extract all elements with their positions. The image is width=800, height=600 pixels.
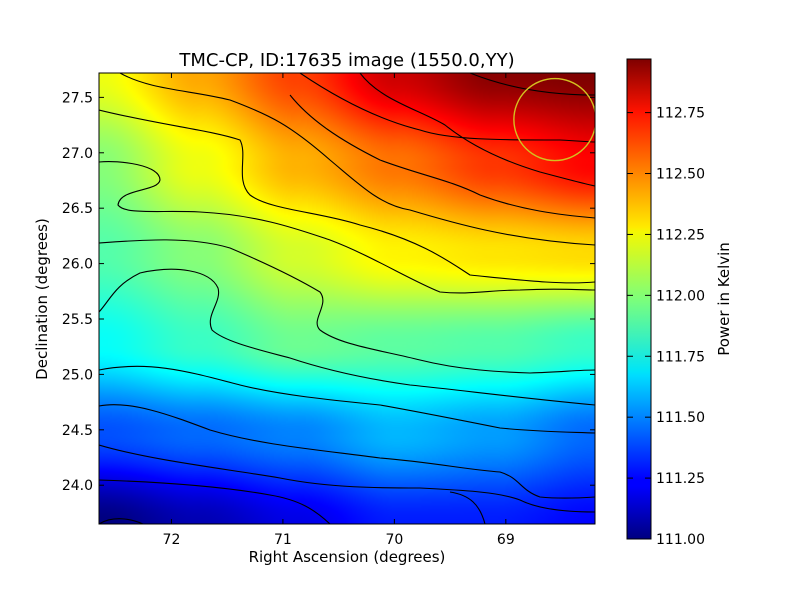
y-tick-label: 25.0 — [62, 367, 93, 383]
colorbar-gradient — [626, 58, 652, 540]
colorbar-tick-label: 111.50 — [656, 410, 705, 426]
marker-circle — [513, 77, 595, 162]
y-tick-label: 25.5 — [62, 312, 93, 328]
colorbar-tick-label: 112.00 — [656, 288, 705, 304]
x-tick-label: 70 — [385, 532, 403, 548]
chart-title: TMC-CP, ID:17635 image (1550.0,YY) — [178, 50, 514, 71]
y-tick-label: 26.0 — [62, 257, 93, 273]
y-tick-label: 27.5 — [62, 90, 93, 106]
y-tick-label: 24.0 — [62, 478, 93, 494]
x-axis: 72 71 70 69 — [163, 73, 515, 548]
contour-line — [99, 404, 595, 499]
colorbar-tick-label: 112.75 — [656, 106, 705, 122]
contour-line — [99, 161, 595, 294]
y-tick-label: 26.5 — [62, 201, 93, 217]
x-tick-label: 72 — [163, 532, 181, 548]
x-tick-label: 69 — [497, 532, 515, 548]
contour-line — [99, 518, 144, 524]
y-axis: 24.0 24.5 25.0 25.5 26.0 26.5 27.0 27.5 — [62, 90, 595, 494]
colorbar-ticks: 111.00 111.25 111.50 111.75 112.00 112.25 112.… — [627, 106, 705, 548]
y-tick-label: 27.0 — [62, 146, 93, 162]
colorbar-tick-label: 112.25 — [656, 227, 705, 243]
contour-line — [99, 109, 595, 284]
contour-line — [299, 73, 595, 143]
colorbar-tick-label: 111.25 — [656, 471, 705, 487]
contour-line — [99, 365, 595, 434]
y-tick-label: 24.5 — [62, 423, 93, 439]
x-axis-label: Right Ascension (degrees) — [249, 548, 446, 566]
contour-line — [119, 73, 595, 246]
contour-line — [469, 73, 595, 96]
contour-line — [99, 444, 595, 513]
y-axis-label: Declination (degrees) — [33, 218, 51, 380]
colorbar-tick-label: 111.75 — [656, 349, 705, 365]
contour-line — [99, 239, 595, 374]
x-tick-label: 71 — [274, 532, 292, 548]
heatmap-panel — [98, 72, 596, 525]
plot-frame — [98, 72, 596, 525]
contour-line — [99, 479, 331, 524]
contour-line — [99, 268, 595, 406]
heatmap-image — [99, 73, 595, 524]
contour-line — [449, 491, 486, 524]
contour-line — [359, 73, 595, 187]
colorbar: 111.00 111.25 111.50 111.75 112.00 112.25 112.… — [626, 58, 733, 548]
colorbar-tick-label: 112.50 — [656, 167, 705, 183]
colorbar-label: Power in Kelvin — [715, 242, 733, 356]
contour-line — [289, 94, 595, 219]
colorbar-tick-label: 111.00 — [656, 532, 705, 548]
contour-lines — [99, 73, 595, 524]
